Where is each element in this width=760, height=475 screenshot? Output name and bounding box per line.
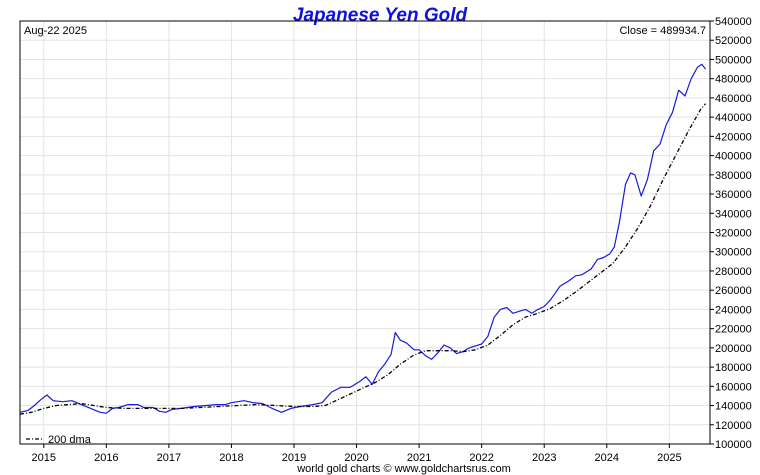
y-tick-label-160000: 160000: [715, 381, 752, 393]
x-tick-label-2023: 2023: [532, 452, 556, 464]
chart-title: Japanese Yen Gold: [293, 5, 468, 26]
y-tick-label-100000: 100000: [715, 439, 752, 451]
legend-label-200-dma: 200 dma: [48, 434, 92, 446]
x-tick-label-2020: 2020: [344, 452, 368, 464]
y-tick-label-380000: 380000: [715, 170, 752, 182]
y-tick-label-540000: 540000: [715, 16, 752, 28]
y-axis: 100000 120000 140000 160000 180000 200000 2200…: [710, 16, 752, 451]
close-label: Close = 489934.7: [619, 25, 706, 37]
credit-label: world gold charts © www.goldchartsrus.co…: [296, 463, 511, 475]
y-tick-label-360000: 360000: [715, 189, 752, 201]
series-line-gold-price: [19, 63, 707, 414]
y-tick-label-340000: 340000: [715, 208, 752, 220]
y-tick-label-220000: 220000: [715, 324, 752, 336]
x-tick-label-2015: 2015: [32, 452, 56, 464]
y-tick-label-280000: 280000: [715, 266, 752, 278]
y-tick-label-200000: 200000: [715, 343, 752, 355]
y-tick-label-400000: 400000: [715, 151, 752, 163]
y-tick-label-460000: 460000: [715, 93, 752, 105]
y-tick-label-260000: 260000: [715, 285, 752, 297]
x-tick-label-2019: 2019: [282, 452, 306, 464]
y-tick-label-120000: 120000: [715, 420, 752, 432]
series-group: [19, 63, 707, 415]
y-tick-label-480000: 480000: [715, 74, 752, 86]
date-label: Aug-22 2025: [24, 25, 87, 37]
x-tick-label-2018: 2018: [219, 452, 243, 464]
y-tick-label-300000: 300000: [715, 247, 752, 259]
y-tick-label-140000: 140000: [715, 401, 752, 413]
y-tick-label-240000: 240000: [715, 304, 752, 316]
x-tick-label-2016: 2016: [94, 452, 118, 464]
y-tick-label-440000: 440000: [715, 112, 752, 124]
x-tick-label-2025: 2025: [657, 452, 681, 464]
series-line-200-dma: [19, 103, 707, 415]
y-tick-label-520000: 520000: [715, 35, 752, 47]
legend: 200 dma: [26, 434, 92, 446]
y-tick-label-180000: 180000: [715, 362, 752, 374]
y-tick-label-420000: 420000: [715, 131, 752, 143]
x-tick-label-2017: 2017: [157, 452, 181, 464]
x-tick-label-2022: 2022: [469, 452, 493, 464]
x-tick-label-2024: 2024: [595, 452, 619, 464]
y-tick-label-500000: 500000: [715, 54, 752, 66]
x-axis: 2015 2016 2017 2018 2019 2020 2021 2022 2023 2024…: [32, 444, 682, 464]
x-tick-label-2021: 2021: [407, 452, 431, 464]
y-tick-label-320000: 320000: [715, 228, 752, 240]
grid: [20, 20, 710, 445]
